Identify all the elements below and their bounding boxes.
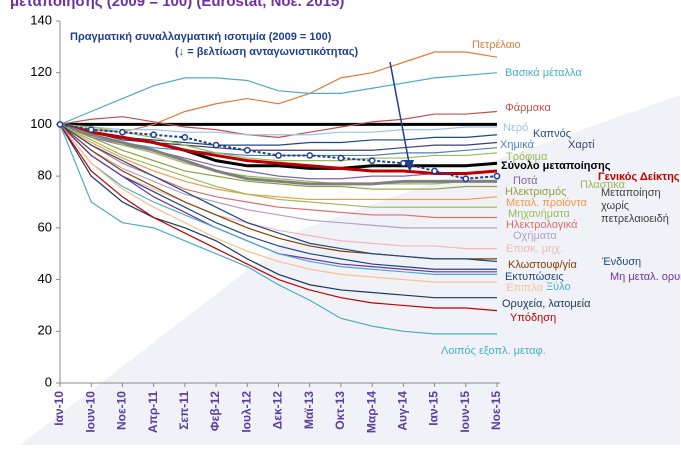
arrow-head: [404, 160, 414, 172]
series-label: Οχήματα: [513, 230, 557, 242]
series-label: Εκτυπώσεις: [505, 271, 564, 283]
x-tick-label: Οκτ-13: [333, 391, 347, 430]
series-line: [59, 124, 497, 275]
x-tick-label: Αυγ-14: [396, 391, 410, 431]
series-label: Λοιπός εξοπλ. μεταφ.: [441, 345, 546, 357]
x-tick-label: Νοε-15: [489, 391, 503, 430]
series-marker: [212, 141, 220, 149]
chart-title: μεταποίησης (2009 = 100) (Eurostat, Νοε.…: [10, 0, 344, 10]
x-tick-label: Νοε-10: [115, 391, 129, 430]
series-label: Ηλεκτρολογικά: [506, 219, 578, 231]
x-tick-label: Ιουν-15: [458, 391, 472, 433]
x-tick-label: Απρ-11: [146, 391, 160, 433]
series-label: Μεταλ. προϊόντα: [506, 197, 587, 209]
series-label: Γενικός Δείκτης: [598, 171, 680, 183]
x-tick-label: Φεβ-12: [208, 391, 222, 432]
series-marker: [87, 126, 95, 133]
series-line: [59, 123, 497, 229]
series-line: [59, 124, 497, 335]
series-line: [59, 124, 497, 299]
series-label: Τρόφιμα: [506, 151, 548, 163]
series-marker: [119, 128, 126, 136]
series-label: Νερό: [503, 122, 528, 134]
watermark: [20, 95, 680, 445]
x-tick-label: Σεπ-11: [177, 391, 191, 430]
series-line: [59, 123, 497, 219]
series-line: [59, 123, 498, 162]
series-label: Υπόδηση: [510, 312, 556, 324]
series-line: [59, 124, 497, 283]
y-tick-label: 40: [38, 271, 52, 286]
series-line: [59, 124, 498, 312]
series-marker: [275, 152, 282, 159]
series-line: [59, 51, 498, 133]
series-marker: [493, 172, 501, 180]
series-marker: [56, 121, 64, 128]
x-tick-label: Ιαν-10: [52, 391, 66, 426]
series-label: Χαρτί: [568, 139, 595, 151]
x-tick-label: Δεκ-12: [271, 391, 285, 430]
series-line: [59, 123, 498, 201]
series-line: [59, 123, 498, 180]
x-tick-label: Μαϊ-13: [302, 391, 316, 429]
series-marker: [368, 157, 376, 164]
series-line: [59, 123, 497, 185]
series-line: [59, 123, 497, 136]
x-tick-label: Μαρ-14: [364, 391, 378, 433]
series-marker: [243, 146, 251, 154]
series-line: [59, 123, 498, 263]
series-label: Μη μεταλ. ορυκτά: [610, 271, 681, 283]
series-line: [59, 124, 497, 270]
series-line: [59, 72, 498, 125]
series-label: Πετρέλαιο: [472, 39, 521, 51]
series-line: [59, 123, 497, 208]
series-marker: [150, 131, 157, 139]
series-marker: [462, 175, 470, 183]
series-label: Ποτά: [513, 175, 538, 187]
series-marker: [306, 152, 314, 159]
series-line: [59, 122, 498, 176]
annotation-arrow: [389, 61, 411, 169]
series-line: [59, 123, 497, 190]
series-marker: [431, 167, 438, 175]
y-tick-label: 80: [38, 168, 52, 183]
x-tick-label: Ιουν-10: [83, 391, 97, 433]
y-tick-label: 140: [30, 12, 52, 27]
series-marker: [181, 134, 189, 141]
series-label: Καπνός: [533, 128, 571, 140]
series-label: Φάρμακα: [505, 102, 551, 114]
y-tick-label: 120: [30, 64, 52, 79]
annotation: (↓ = βελτίωση ανταγωνιστικότητας): [175, 46, 359, 58]
series-line: [59, 110, 498, 138]
y-tick-label: 60: [38, 219, 52, 234]
series-line: [59, 124, 497, 250]
series-line: [59, 123, 498, 151]
series-marker: [337, 154, 345, 162]
x-tick-label: Ιουλ-12: [239, 391, 253, 433]
series-label: Ξύλο: [546, 281, 571, 293]
series-label: Επισκ. μηχ.: [506, 243, 563, 255]
series-label: Μηχανήματα: [508, 208, 571, 220]
x-tick-label: Ιαν-15: [427, 391, 441, 426]
y-tick-label: 100: [30, 116, 52, 131]
series-line: [59, 123, 497, 186]
series-label: Ένδυση: [601, 256, 641, 268]
series-label: Κλωστουφ/γία: [508, 259, 578, 271]
series-label: Μεταποίηση χωρίς πετρελαιοειδή: [601, 187, 669, 225]
series-label: Ορυχεία, λατομεία: [502, 298, 591, 310]
series-label: Έπιπλα: [504, 282, 544, 294]
series-label: Πραγματική συναλλαγματική ισοτιμία (2009…: [70, 31, 332, 43]
y-tick-label: 20: [38, 323, 52, 338]
y-tick-label: 0: [45, 374, 52, 389]
series-label: Ηλεκτρισμός: [505, 186, 566, 198]
series-label: Σύνολο μεταποίησης: [501, 160, 611, 172]
series-label: Χημικά: [500, 139, 535, 151]
series-label: Πλαστικά: [580, 179, 626, 191]
series-label: Βασικά μέταλλα: [505, 67, 582, 79]
